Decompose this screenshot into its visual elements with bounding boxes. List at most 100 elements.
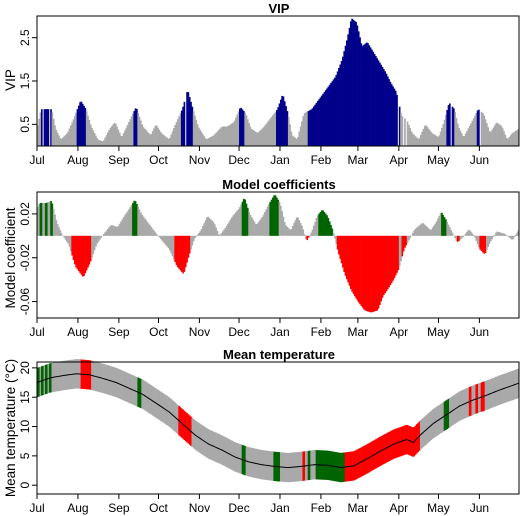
coef-bar <box>294 220 297 236</box>
coef-bar <box>355 235 357 299</box>
x-tick-label: Jan <box>270 153 289 167</box>
vip-bar <box>120 135 122 146</box>
vip-bar <box>272 115 274 146</box>
coef-bar <box>320 210 323 236</box>
coef-bar <box>328 221 331 236</box>
vip-bar <box>92 130 95 146</box>
vip-bar <box>43 109 46 146</box>
coef-bar <box>235 212 237 236</box>
x-tick-label: Apr <box>389 325 408 339</box>
coef-bar <box>479 235 482 250</box>
coef-bar <box>419 224 422 236</box>
vip-bar <box>435 136 438 146</box>
coef-bar <box>216 230 219 236</box>
coef-bar <box>44 202 47 236</box>
coef-bar <box>314 221 316 236</box>
vip-bar <box>153 128 155 146</box>
vip-bar <box>413 134 416 146</box>
vip-bar <box>368 45 371 146</box>
coef-bar <box>175 235 178 266</box>
vip-bar <box>176 119 179 146</box>
coef-bar <box>289 229 291 236</box>
vip-bar <box>211 136 213 146</box>
vip-bar <box>277 107 280 146</box>
coef-bar <box>84 235 87 274</box>
vip-bar <box>54 125 56 146</box>
vip-bar <box>73 116 76 146</box>
vip-bar <box>134 108 137 146</box>
coef-bar <box>485 235 488 250</box>
vip-bar <box>70 125 72 146</box>
coef-bar <box>142 216 145 236</box>
vip-bar <box>415 137 418 146</box>
coef-bar <box>434 223 437 236</box>
vip-bar <box>252 129 254 146</box>
vip-bar <box>167 138 170 146</box>
coef-bar <box>241 201 244 236</box>
vip-bar <box>290 131 293 146</box>
coef-bar <box>260 218 262 236</box>
coef-bar <box>146 221 149 236</box>
x-tick-label: Jun <box>470 501 489 515</box>
vip-bar <box>359 37 361 147</box>
vip-bar <box>147 133 150 146</box>
vip-bar <box>169 137 171 146</box>
coef-bar <box>161 235 163 241</box>
vip-bar <box>351 18 353 146</box>
coef-bar <box>274 195 277 236</box>
coef-bar <box>261 216 264 236</box>
vip-bar <box>63 136 66 146</box>
coef-bar <box>460 235 463 239</box>
coef-bar <box>427 228 430 236</box>
vip-bar <box>309 110 311 146</box>
coef-bar <box>508 235 511 238</box>
x-tick-label: Aug <box>67 325 88 339</box>
vip-bar <box>400 112 402 146</box>
coef-bar <box>166 235 169 247</box>
coef-bar <box>462 235 464 238</box>
vip-bar <box>198 127 200 146</box>
vip-bar <box>112 124 114 146</box>
vip-bar <box>235 117 237 146</box>
y-tick-label: 20 <box>18 361 32 375</box>
vip-bar <box>322 93 324 146</box>
vip-bar <box>305 112 307 146</box>
coef-bar <box>277 199 280 236</box>
vip-bar <box>46 109 48 146</box>
coef-bar <box>500 232 503 236</box>
vip-bar <box>340 61 343 146</box>
vip-bar <box>233 120 236 146</box>
coef-bar <box>147 223 150 236</box>
coef-bar <box>507 235 509 237</box>
coef-bar <box>291 226 294 236</box>
panel-vip: VIP VIP 0.5 1.5 2.5 Jul Aug Sep Oct Nov Dec Jan Fe… <box>3 1 520 167</box>
vip-bar <box>509 135 512 146</box>
coef-bar <box>113 225 116 236</box>
coef-bar <box>450 230 453 236</box>
x-tick-label: Sep <box>108 501 130 515</box>
coef-bar <box>464 233 467 236</box>
coef-bar <box>381 235 384 298</box>
vip-bar <box>445 114 447 146</box>
vip-bar <box>430 132 433 146</box>
coef-bar <box>346 235 348 280</box>
coef-bar <box>483 235 486 254</box>
vip-bar <box>380 64 383 146</box>
vip-bar <box>91 127 93 146</box>
vip-bar <box>485 123 488 146</box>
vip-bar <box>433 134 435 146</box>
vip-bar <box>438 135 441 146</box>
coef-bar <box>132 202 134 236</box>
vip-bar <box>287 117 290 146</box>
vip-bar <box>200 131 203 146</box>
vip-bar <box>459 130 462 146</box>
vip-bar <box>315 102 318 146</box>
vip-bar <box>334 77 336 146</box>
vip-bar <box>216 131 219 146</box>
coef-bar <box>505 235 508 236</box>
vip-bar <box>229 124 232 146</box>
x-tick-label: Nov <box>189 325 210 339</box>
coef-bar <box>46 202 48 236</box>
coef-bar <box>265 209 268 236</box>
coef-bar <box>382 235 385 296</box>
